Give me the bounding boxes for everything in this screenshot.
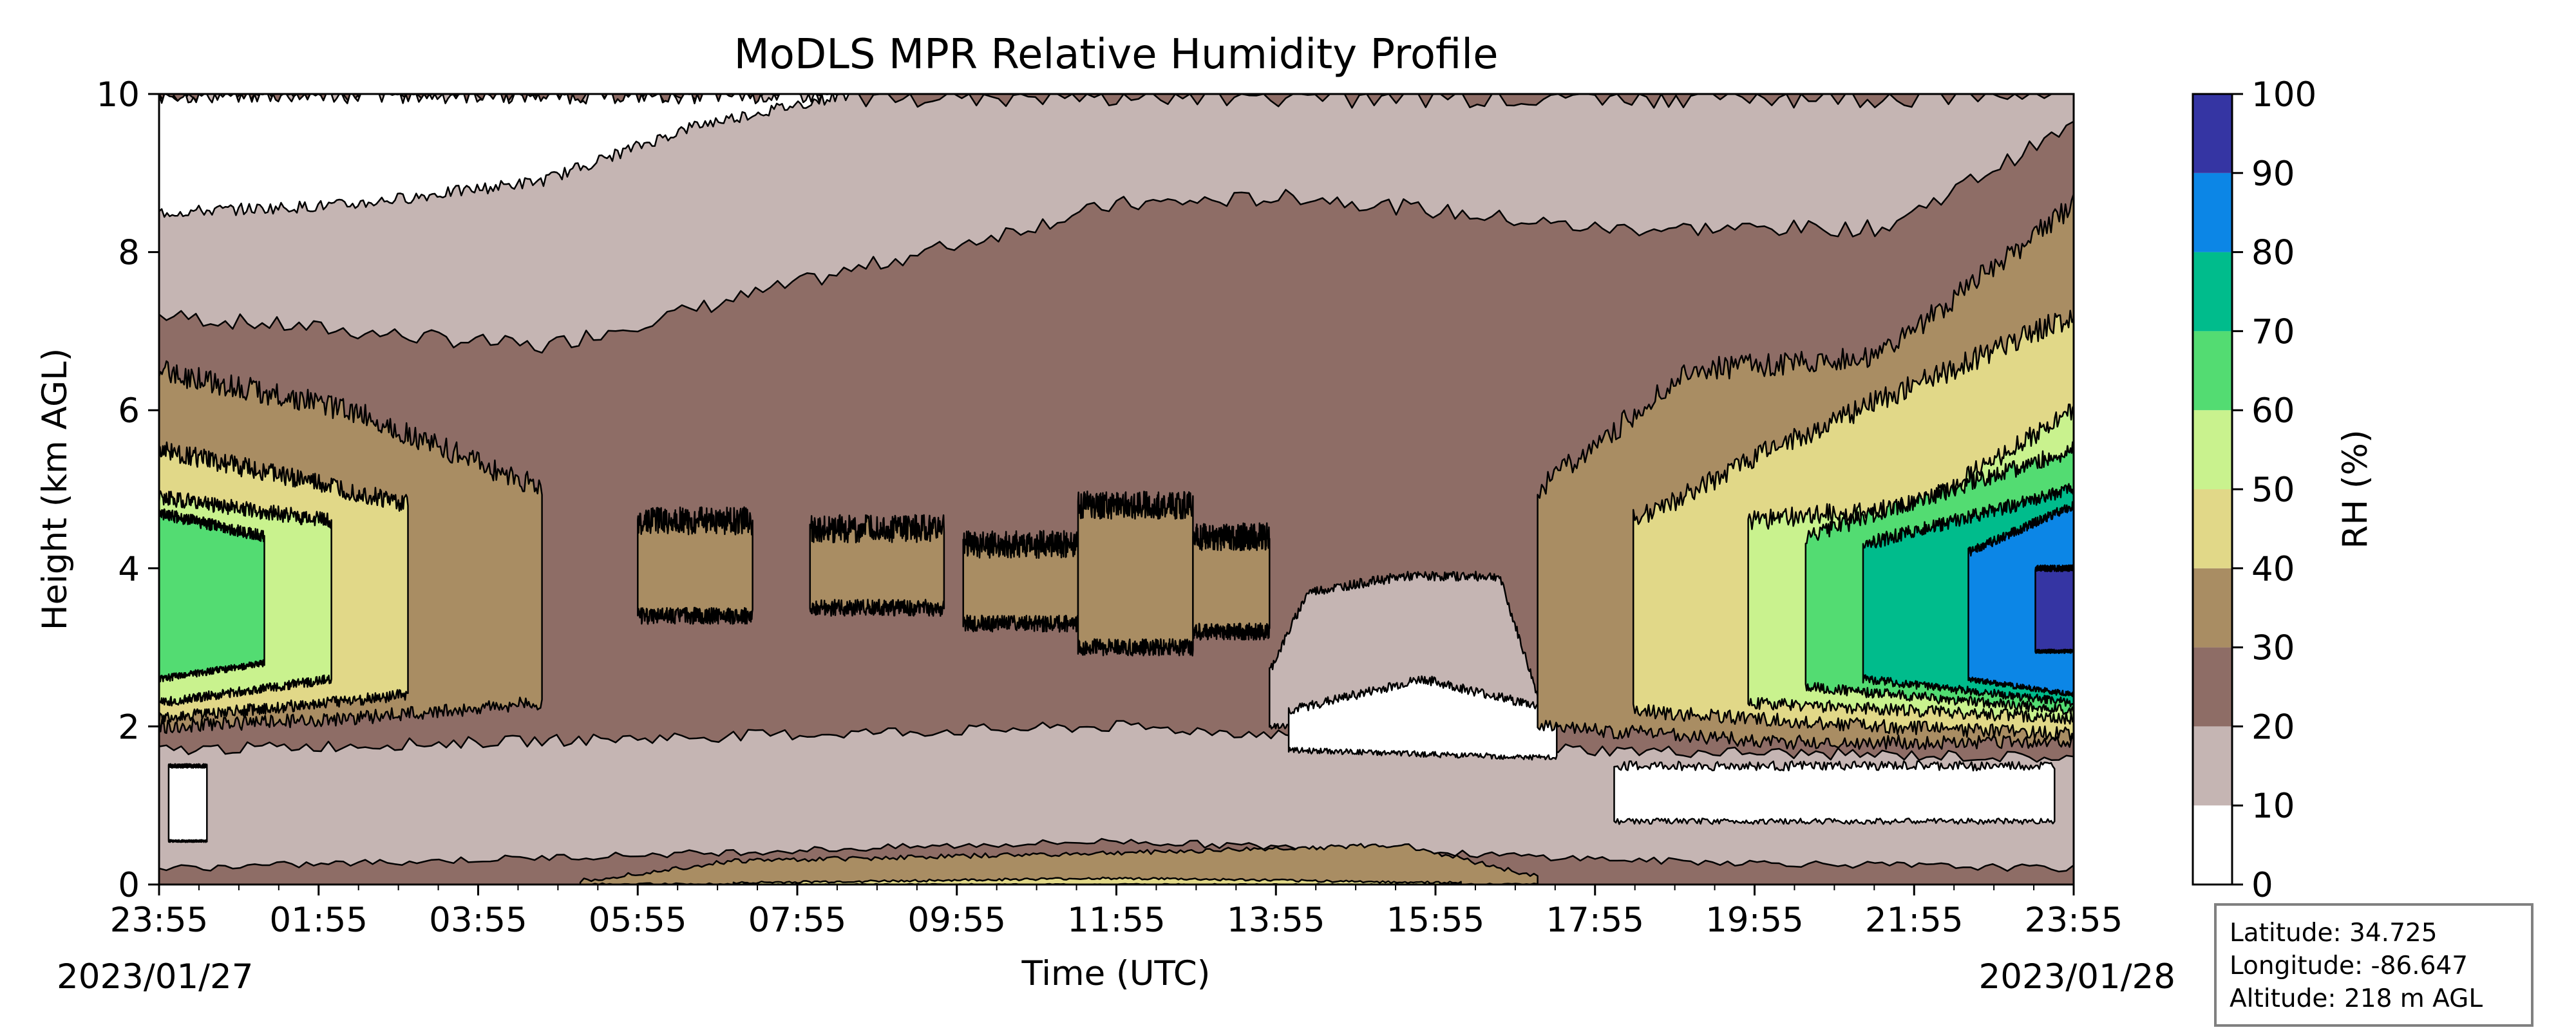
contour-band-0-10	[1613, 760, 2056, 825]
x-tick-label: 03:55	[429, 901, 527, 940]
y-tick-label: 6	[118, 391, 140, 431]
contour-band-90-100	[2034, 564, 2074, 654]
contour-band-10-20	[159, 94, 2074, 354]
colorbar-tick-label: 100	[2251, 75, 2316, 115]
contour-band-30-40	[1192, 522, 1271, 641]
colorbar-tick-label: 80	[2251, 234, 2295, 273]
colorbar-tick-label: 70	[2251, 312, 2295, 351]
x-tick-label: 21:55	[1865, 901, 1964, 940]
y-axis: 0 2 4 6 8 10	[97, 75, 159, 905]
contour-band-30-40	[1077, 490, 1194, 657]
altitude-text: Altitude: 218 m AGL	[2230, 984, 2483, 1013]
colorbar-tick-label: 0	[2251, 866, 2273, 905]
x-tick-label: 17:55	[1546, 901, 1644, 940]
colorbar-tick-label: 60	[2251, 391, 2295, 431]
colorbar-swatch	[2193, 410, 2232, 489]
y-tick-label: 10	[97, 75, 140, 115]
colorbar-swatch	[2193, 726, 2232, 806]
longitude-text: Longitude: -86.647	[2230, 951, 2468, 980]
contour-band-30-40	[962, 530, 1079, 633]
colorbar-tick-label: 90	[2251, 154, 2295, 194]
contour-band-30-40	[809, 514, 945, 617]
colorbar-tick-label: 20	[2251, 707, 2295, 747]
x-tick-label: 07:55	[748, 901, 847, 940]
contour-band-60-70	[159, 508, 265, 682]
colorbar-swatch	[2193, 489, 2232, 568]
colorbar-label: RH (%)	[2336, 429, 2375, 548]
colorbar-swatch	[2193, 805, 2232, 885]
x-end-date: 2023/01/28	[1979, 957, 2175, 997]
colorbar-swatch	[2193, 331, 2232, 411]
x-tick-label: 09:55	[907, 901, 1006, 940]
y-tick-label: 8	[118, 234, 140, 273]
x-tick-label: 11:55	[1067, 901, 1166, 940]
x-tick-label: 13:55	[1227, 901, 1325, 940]
contour-band-10-20	[159, 720, 2074, 873]
colorbar-swatch	[2193, 568, 2232, 648]
x-tick-label: 05:55	[589, 901, 687, 940]
x-tick-label: 15:55	[1387, 901, 1485, 940]
colorbar: 0 10 20 30 40 50 60 70 80 90 100	[2192, 75, 2316, 905]
latitude-text: Latitude: 34.725	[2230, 919, 2438, 948]
x-tick-label: 19:55	[1705, 901, 1804, 940]
x-tick-label: 23:55	[110, 901, 209, 940]
contour-band-0-10	[1287, 675, 1558, 761]
contour-plot-area	[159, 94, 2074, 885]
x-tick-label: 23:55	[2025, 901, 2123, 940]
contour-band-30-40	[637, 506, 753, 625]
y-tick-label: 0	[118, 866, 140, 905]
x-axis-label: Time (UTC)	[1021, 954, 1211, 993]
x-start-date: 2023/01/27	[57, 957, 253, 997]
contour-band-0-10	[167, 763, 208, 843]
colorbar-swatch	[2193, 94, 2232, 173]
x-tick-label: 01:55	[269, 901, 368, 940]
colorbar-swatch	[2193, 173, 2232, 252]
colorbar-swatch	[2193, 252, 2232, 332]
colorbar-tick-label: 50	[2251, 471, 2295, 510]
location-info-box: Latitude: 34.725 Longitude: -86.647 Alti…	[2214, 903, 2533, 1027]
colorbar-tick-label: 40	[2251, 550, 2295, 589]
colorbar-swatch	[2193, 647, 2232, 727]
colorbar-tick-label: 30	[2251, 629, 2295, 668]
y-tick-label: 2	[118, 707, 140, 747]
y-axis-label: Height (km AGL)	[35, 348, 75, 631]
chart-title: MoDLS MPR Relative Humidity Profile	[734, 31, 1499, 79]
contour-band-0-10	[159, 94, 849, 218]
x-axis: 23:55 01:55 03:55 05:55 07:55 09:55 11:55 13:55…	[110, 885, 2123, 940]
colorbar-tick-label: 10	[2251, 787, 2295, 826]
y-tick-label: 4	[118, 550, 140, 589]
